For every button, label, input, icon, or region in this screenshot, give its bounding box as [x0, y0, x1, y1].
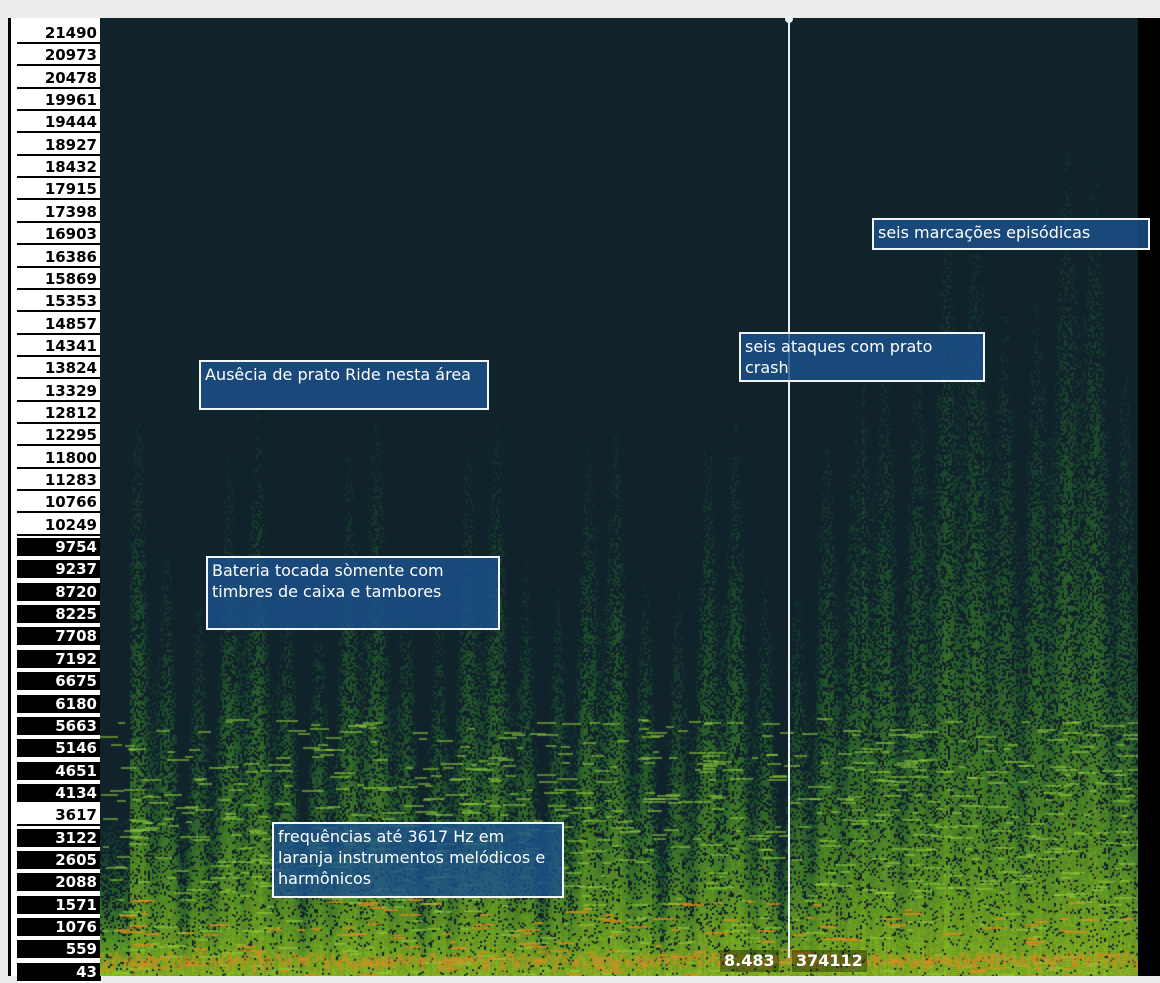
- frequency-tick-label: 19444: [17, 113, 101, 134]
- frequency-axis: 21490 20973 20478 19961 19444 18927 18432 17915…: [8, 18, 101, 983]
- frequency-tick-label: 13329: [17, 381, 101, 402]
- frequency-tick-label: 11800: [17, 448, 101, 469]
- frequency-tick-label: 15353: [17, 292, 101, 313]
- frequency-tick-label: 18927: [17, 135, 101, 156]
- frequency-tick-label: 6675: [17, 672, 101, 693]
- frequency-tick-label: 8720: [17, 582, 101, 603]
- sample-readout: 374112: [792, 950, 867, 972]
- frequency-tick-label: 12812: [17, 403, 101, 424]
- frequency-tick-label: 11283: [17, 471, 101, 491]
- frequency-tick-label: 10249: [17, 515, 101, 536]
- time-readout: 8.483: [720, 950, 779, 972]
- annotation-drums[interactable]: Bateria tocada sòmente com timbres de ca…: [206, 556, 500, 630]
- frequency-tick-label: 9754: [17, 538, 101, 559]
- frequency-tick-label: 17398: [17, 202, 101, 223]
- frequency-tick-label: 5146: [17, 739, 101, 760]
- frequency-tick-label: 7708: [17, 627, 101, 648]
- frequency-tick-label: 2605: [17, 850, 101, 871]
- frequency-tick-label: 16903: [17, 225, 101, 246]
- frequency-tick-label: 19961: [17, 91, 101, 112]
- annotation-episodic-marks[interactable]: seis marcações episódicas: [872, 218, 1150, 250]
- frequency-tick-label: 3122: [17, 828, 101, 849]
- frequency-tick-label: 7192: [17, 649, 101, 670]
- frequency-tick-label: 14341: [17, 336, 101, 357]
- frequency-tick-label: 6180: [17, 694, 101, 715]
- window-top-bar: [0, 0, 1160, 18]
- annotation-crash-attacks[interactable]: seis ataques com prato crash: [739, 332, 985, 382]
- frequency-tick-label: 12295: [17, 426, 101, 447]
- frequency-tick-label: 9237: [17, 560, 101, 581]
- playhead-cursor[interactable]: [788, 18, 790, 958]
- frequency-tick-label: 17915: [17, 180, 101, 201]
- playhead-handle[interactable]: [785, 15, 793, 23]
- frequency-tick-label: 20973: [17, 46, 101, 67]
- frequency-tick-label: 3617: [17, 806, 101, 827]
- frequency-tick-label: 5663: [17, 716, 101, 737]
- frequency-tick-label: 2088: [17, 873, 101, 894]
- spectrogram-canvas[interactable]: [100, 18, 1138, 976]
- annotation-low-frequencies[interactable]: frequências até 3617 Hz em laranja instr…: [272, 822, 564, 898]
- frequency-tick-label: 13824: [17, 359, 101, 380]
- frequency-tick-label: 21490: [17, 24, 101, 44]
- frequency-tick-label: 8225: [17, 605, 101, 626]
- annotation-ride-absence[interactable]: Ausêcia de prato Ride nesta área: [199, 360, 489, 410]
- right-edge-strip: [1138, 18, 1160, 976]
- frequency-tick-label: 559: [17, 940, 101, 961]
- frequency-tick-label: 16386: [17, 247, 101, 268]
- frequency-tick-label: 1571: [17, 895, 101, 916]
- spectrogram-view[interactable]: [100, 18, 1138, 976]
- frequency-tick-label: 14857: [17, 314, 101, 335]
- frequency-tick-label: 10766: [17, 493, 101, 514]
- frequency-tick-label: 1076: [17, 918, 101, 938]
- frequency-tick-label: 4134: [17, 783, 101, 804]
- frequency-tick-label: 4651: [17, 761, 101, 782]
- frequency-tick-label: 20478: [17, 68, 101, 89]
- frequency-tick-label: 15869: [17, 269, 101, 290]
- frequency-tick-label: 43: [17, 962, 101, 983]
- frequency-tick-label: 18432: [17, 158, 101, 179]
